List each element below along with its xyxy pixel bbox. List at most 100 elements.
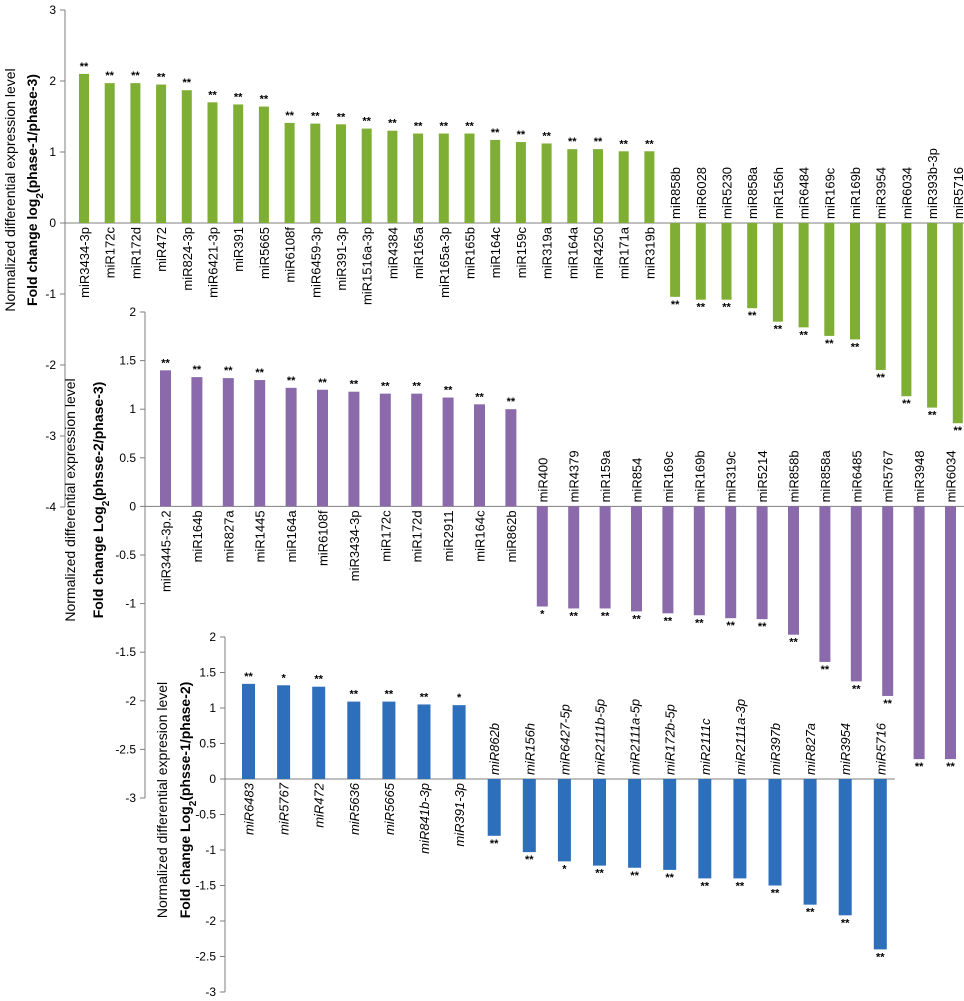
significance-mark: ** — [619, 138, 628, 150]
significance-mark: ** — [806, 907, 815, 919]
significance-mark: ** — [475, 391, 484, 403]
category-label: miR5716 — [873, 722, 888, 775]
significance-mark: ** — [314, 674, 323, 686]
y-tick-label: 2 — [129, 305, 136, 319]
bar-miR164a — [567, 149, 578, 223]
y-tick-label: -2.5 — [195, 950, 216, 964]
category-label: miR159c — [514, 227, 529, 279]
category-label: miR169b — [692, 450, 707, 502]
category-label: miR3434-3p — [347, 510, 362, 581]
category-label: miR169c — [661, 451, 676, 503]
bar-miR4384 — [387, 130, 398, 223]
y-tick-label: 1 — [49, 145, 56, 159]
significance-mark: ** — [695, 617, 704, 629]
y-axis-title: Normalized differential expression level — [62, 378, 78, 621]
significance-mark: ** — [594, 136, 603, 148]
bar-miR472 — [156, 84, 167, 223]
bar-miR3954 — [875, 223, 886, 370]
y-axis-subtitle: Fold change log2(phase-1/phase-3) — [24, 74, 46, 306]
category-label: miR6108f — [316, 510, 331, 566]
significance-mark: ** — [385, 689, 394, 701]
bar-miR164a — [285, 387, 297, 507]
category-label: miR472 — [154, 227, 169, 272]
significance-mark: ** — [665, 872, 674, 884]
bar-miR5716 — [873, 779, 887, 950]
significance-mark: ** — [902, 398, 911, 410]
bar-miR6034 — [945, 506, 956, 760]
y-tick-label: 0 — [209, 772, 216, 786]
bar-miR5767 — [882, 506, 894, 696]
category-label: miR5214 — [755, 450, 770, 502]
bar-miR391-3p — [452, 705, 466, 779]
bar-miR3434-3p — [348, 391, 360, 507]
significance-mark: ** — [601, 610, 610, 622]
category-label: miR172c — [103, 227, 118, 279]
significance-mark: ** — [311, 111, 320, 123]
bar-miR169c — [662, 506, 674, 614]
significance-mark: ** — [915, 761, 924, 773]
bar-miR5665 — [258, 106, 269, 223]
significance-mark: ** — [507, 396, 516, 408]
category-label: miR164b — [190, 510, 205, 562]
category-label: miR5665 — [257, 227, 272, 279]
category-label: miR171a — [617, 226, 632, 279]
bar-miR841b-3p — [417, 704, 431, 779]
bar-miR172d — [130, 83, 141, 223]
bar-miR319c — [725, 506, 737, 619]
significance-mark: ** — [234, 91, 243, 103]
y-axis-subtitle: Fold change Log2(phsse-1/phase-2) — [177, 682, 199, 919]
significance-mark: ** — [697, 302, 706, 314]
bar-miR3434-3p — [79, 73, 89, 224]
category-label: miR391-3p — [334, 227, 349, 291]
significance-mark: ** — [491, 127, 500, 139]
category-label: miR858a — [745, 166, 760, 219]
category-label: miR5767 — [881, 450, 896, 502]
y-tick-label: -4 — [45, 500, 56, 514]
y-axis-subtitle-text: Fold change log — [24, 199, 40, 306]
category-label: miR3954 — [874, 167, 889, 219]
category-label: miR6034 — [899, 167, 914, 219]
category-label: miR6485 — [849, 450, 864, 502]
bar-miR1445 — [254, 380, 266, 507]
bar-miR6028 — [695, 223, 706, 300]
significance-mark: ** — [285, 110, 294, 122]
bar-miR165a — [413, 133, 424, 223]
category-label: miR5230 — [720, 167, 735, 219]
y-tick-label: -3 — [45, 429, 56, 443]
significance-mark: ** — [224, 365, 233, 377]
category-label: miR6108f — [283, 227, 298, 283]
category-label: miR5665 — [382, 782, 397, 835]
significance-mark: ** — [946, 761, 955, 773]
bar-miR319a — [541, 143, 552, 223]
y-tick-label: -1.5 — [115, 645, 136, 659]
category-label: miR862b — [504, 510, 519, 562]
y-axis-subtitle-subscript: 2 — [188, 800, 199, 806]
bar-miR156h — [522, 779, 536, 853]
significance-mark: ** — [876, 951, 885, 963]
bar-miR172c — [104, 83, 115, 223]
significance-mark: ** — [883, 698, 892, 710]
bar-miR858a — [819, 506, 831, 662]
bar-miR5767 — [277, 685, 291, 779]
category-label: miR400 — [535, 458, 550, 503]
significance-mark: ** — [490, 838, 499, 850]
category-label: miR165b — [463, 227, 478, 279]
significance-mark: ** — [852, 683, 861, 695]
significance-mark: * — [540, 609, 545, 621]
y-tick-label: 2 — [209, 630, 216, 644]
significance-mark: ** — [517, 129, 526, 141]
bar-miR858b — [788, 506, 799, 635]
significance-mark: ** — [255, 367, 264, 379]
category-label: miR858b — [668, 167, 683, 219]
significance-mark: ** — [664, 615, 673, 627]
significance-mark: ** — [771, 888, 780, 900]
significance-mark: ** — [736, 880, 745, 892]
category-label: miR6034 — [944, 450, 959, 502]
category-label: miR164a — [284, 510, 299, 563]
y-tick-label: -3 — [125, 791, 136, 805]
bar-miR5665 — [382, 701, 396, 779]
category-label: miR319c — [724, 451, 739, 503]
bar-miR862b — [487, 779, 501, 836]
bar-miR6421-3p — [207, 102, 218, 223]
